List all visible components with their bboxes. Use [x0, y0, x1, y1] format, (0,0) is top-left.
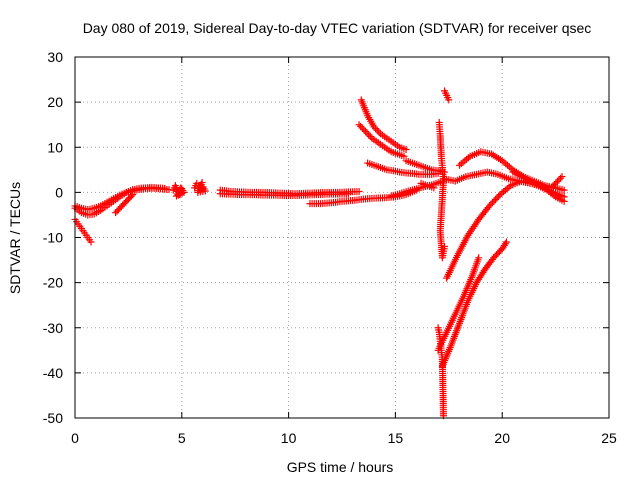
series-arc-mid-2: [364, 159, 442, 178]
data-point: [355, 187, 363, 195]
data-point: [553, 177, 561, 185]
x-tick-label: 0: [71, 430, 79, 446]
data-point: [363, 129, 371, 137]
y-tick-label: -40: [43, 365, 63, 381]
data-point: [495, 192, 503, 200]
x-tick-label: 25: [601, 430, 617, 446]
series-arc-evening-3: [509, 168, 568, 205]
data-point: [550, 181, 558, 189]
data-point: [552, 179, 560, 187]
y-tick-label: -20: [43, 275, 63, 291]
data-point: [87, 238, 95, 246]
data-point: [355, 121, 363, 129]
data-point: [434, 169, 442, 177]
data-point: [360, 126, 368, 134]
data-point: [370, 123, 378, 131]
x-tick-label: 20: [494, 430, 510, 446]
data-point: [129, 191, 137, 199]
y-axis-label: SDTVAR / TECUs: [7, 182, 23, 294]
data-point: [502, 238, 510, 246]
data-point: [558, 173, 566, 181]
x-tick-label: 5: [178, 430, 186, 446]
y-tick-label: -30: [43, 320, 63, 336]
series-column-17.3-top: [441, 87, 453, 104]
plot-frame: [74, 56, 610, 419]
series-arc-evening-4: [417, 179, 438, 192]
data-point: [501, 240, 509, 248]
series-arc-midday-2: [216, 190, 352, 200]
data-point: [556, 174, 564, 182]
series-arc-rise: [112, 191, 137, 217]
data-point: [487, 200, 495, 208]
series-column-17.2: [435, 118, 449, 262]
data-point: [357, 122, 365, 130]
series-cluster-5.9: [191, 178, 209, 196]
data-point: [560, 186, 568, 194]
data-point: [198, 178, 206, 186]
data-point: [161, 184, 169, 192]
x-axis-label: GPS time / hours: [287, 459, 394, 475]
series-arc-dip: [71, 215, 95, 246]
series-arc-high-2: [355, 121, 408, 160]
data-point: [493, 194, 501, 202]
series-cluster-4.8: [169, 182, 188, 200]
data-point: [488, 199, 496, 207]
data-point: [485, 202, 493, 210]
grid-lines: [75, 57, 609, 418]
chart-title: Day 080 of 2019, Sidereal Day-to-day VTE…: [83, 20, 592, 36]
data-point: [402, 146, 410, 154]
data-point: [344, 190, 352, 198]
series-arc-morning-low: [71, 184, 173, 219]
y-tick-label: 20: [47, 94, 63, 110]
data-point: [375, 128, 383, 136]
data-point: [372, 125, 380, 133]
data-point: [547, 184, 555, 192]
series-arc-steep-3: [434, 254, 483, 354]
axis-ticks: 0 5 10 15 20 25 30 20 10 0 -10 -20 -30 -40 -50: [43, 49, 617, 446]
data-point: [366, 133, 374, 141]
data-point: [550, 192, 558, 200]
y-tick-label: 10: [47, 139, 63, 155]
data-point: [555, 176, 563, 184]
series-arc-steep-2: [438, 238, 510, 370]
data-point: [361, 127, 369, 135]
x-tick-label: 15: [388, 430, 404, 446]
y-tick-label: 30: [47, 49, 63, 65]
y-tick-label: -10: [43, 230, 63, 246]
data-point: [560, 197, 568, 205]
data-points: [71, 87, 568, 420]
data-point: [365, 131, 373, 139]
data-point: [430, 184, 438, 192]
series-arc-high-1: [357, 96, 410, 154]
y-tick-label: -50: [43, 410, 63, 426]
data-point: [490, 197, 498, 205]
data-point: [127, 192, 135, 200]
data-point: [373, 126, 381, 134]
data-point: [441, 243, 449, 251]
series-arc-afternoon: [306, 186, 421, 208]
data-point: [475, 254, 483, 262]
x-tick-label: 10: [281, 430, 297, 446]
data-point: [491, 195, 499, 203]
data-point: [549, 182, 557, 190]
data-point: [400, 152, 408, 160]
data-point: [358, 124, 366, 132]
series-arc-morning-high: [71, 183, 169, 214]
data-point: [445, 96, 453, 104]
y-tick-label: 0: [55, 184, 63, 200]
data-point: [177, 184, 185, 192]
